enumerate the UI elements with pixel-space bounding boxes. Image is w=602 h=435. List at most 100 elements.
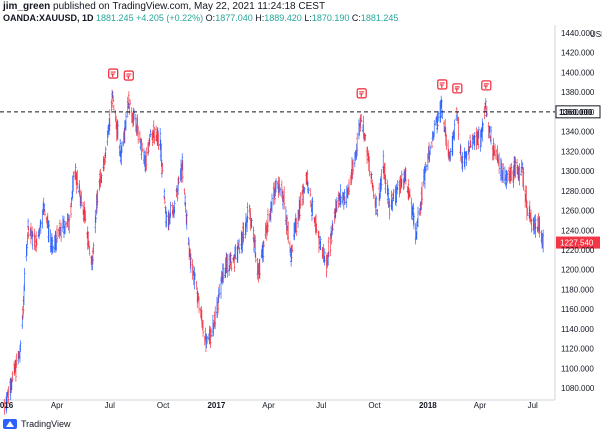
ohlc-bar [177, 175, 180, 185]
last-price: 1881.245 [96, 13, 134, 23]
ohlc-bar [216, 301, 219, 319]
time-tick-label: Jul [316, 401, 326, 410]
ohlc-bar [311, 196, 314, 217]
ohlc-bar [295, 218, 298, 236]
ohlc-bar [465, 151, 468, 166]
ohlc-bar [76, 169, 79, 189]
hand-pointer-icon [437, 79, 448, 90]
ohlc-bar [303, 187, 306, 194]
time-axis[interactable]: 2016 Apr Jul Oct 2017 Apr Jul Oct 2018 Apr Jul [0, 401, 538, 410]
ohlc-bar [218, 283, 221, 298]
high-label: H: [255, 13, 265, 23]
ohlc-bar [286, 214, 289, 231]
ohlc-bar [538, 215, 541, 238]
low-value: 1870.190 [311, 13, 350, 23]
ohlc-bar [348, 178, 351, 196]
ohlc-bar [461, 151, 464, 173]
time-tick-label: Oct [368, 401, 381, 410]
ohlc-bar [329, 232, 332, 257]
ohlc-bar [339, 195, 342, 205]
ohlc-bar [429, 144, 432, 156]
ohlc-bar [287, 221, 290, 244]
ohlc-legend: OANDA:XAUUSD, 1D 1881.245 +4.205 (+0.22%… [3, 13, 398, 23]
price-tick-label: 1340.000 [561, 128, 595, 137]
price-tick-label: 1140.000 [561, 325, 594, 334]
ohlc-bar [161, 162, 164, 174]
time-tick-label: 2016 [0, 401, 14, 410]
ohlc-bar [364, 133, 367, 141]
ohlc-bar [80, 191, 83, 207]
hand-pointer-icon [356, 88, 367, 99]
horizontal-line[interactable]: 1360.000 [0, 105, 601, 119]
ohlc-bar [43, 209, 46, 217]
price-axis[interactable]: 1080.000 1100.000 1120.000 1140.000 1160.000… [561, 29, 595, 393]
last-price-tag [556, 236, 600, 249]
ohlc-bar [202, 319, 205, 337]
ohlc-bar [124, 111, 127, 131]
ohlc-bar [306, 169, 309, 187]
ohlc-bar [433, 120, 436, 138]
price-tick-label: 1420.000 [561, 49, 595, 58]
price-tick-label: 1300.000 [561, 167, 595, 176]
ohlc-bar [412, 212, 415, 230]
ohlc-bar [372, 185, 375, 199]
ohlc-bar [327, 236, 330, 258]
ohlc-bar [228, 253, 231, 276]
ohlc-bar [112, 95, 115, 103]
ohlc-bar [206, 335, 209, 344]
ohlc-bar [490, 126, 493, 145]
ohlc-bar [498, 152, 501, 174]
price-tick-label: 1380.000 [561, 88, 595, 97]
ohlc-bar [290, 244, 293, 262]
ohlc-bar [197, 296, 200, 314]
ohlc-bar [388, 198, 391, 220]
ohlc-bar [380, 169, 383, 190]
symbol-label[interactable]: OANDA:XAUUSD, 1D [3, 13, 94, 23]
ohlc-bar [502, 163, 505, 184]
price-tick-label: 1320.000 [561, 147, 595, 156]
ohlc-bar [352, 159, 355, 174]
ohlc-bar [254, 235, 257, 258]
ohlc-bar [60, 222, 63, 242]
price-tick-label: 1440.000 [561, 29, 595, 38]
ohlc-bar [506, 171, 509, 184]
author-name[interactable]: jim_green [3, 1, 51, 12]
ohlc-bar [153, 127, 156, 145]
ohlc-bar [522, 167, 525, 191]
ohlc-bar [299, 192, 302, 209]
ohlc-bar [534, 214, 537, 238]
ohlc-bar [120, 140, 123, 154]
ohlc-bar [104, 146, 107, 158]
ohlc-bar [84, 210, 87, 223]
ohlc-bar [35, 231, 38, 253]
time-tick-label: Apr [474, 401, 487, 410]
ohlc-bar [279, 187, 282, 197]
brand-name[interactable]: TradingView [21, 419, 71, 429]
ohlc-bar [43, 203, 46, 211]
ohlc-bar [47, 219, 50, 242]
ohlc-bar [23, 267, 26, 291]
ohlc-bar [453, 119, 456, 141]
ohlc-bar [266, 208, 269, 232]
ohlc-bar [19, 340, 22, 353]
currency-label: USD [590, 30, 602, 39]
ohlc-bar [384, 174, 387, 194]
ohlc-bar [176, 187, 179, 202]
ohlc-bar [467, 140, 470, 155]
ohlc-bar [298, 199, 301, 221]
tradingview-logo-icon[interactable] [3, 419, 17, 429]
ohlc-bar [481, 122, 484, 132]
ohlc-bar [27, 218, 30, 230]
price-tick-label: 1360.000 [561, 108, 595, 117]
ohlc-bar [7, 386, 10, 405]
ohlc-bar [492, 138, 495, 161]
ohlc-bar [92, 242, 95, 254]
ohlc-bar [29, 222, 32, 245]
ohlc-bar [283, 186, 286, 210]
ohlc-bar [222, 263, 225, 283]
ohlc-bar [181, 160, 184, 183]
resistance-price-label: 1360.000 [559, 108, 593, 117]
ohlc-bar [15, 353, 18, 368]
ohlc-bar [38, 227, 41, 237]
